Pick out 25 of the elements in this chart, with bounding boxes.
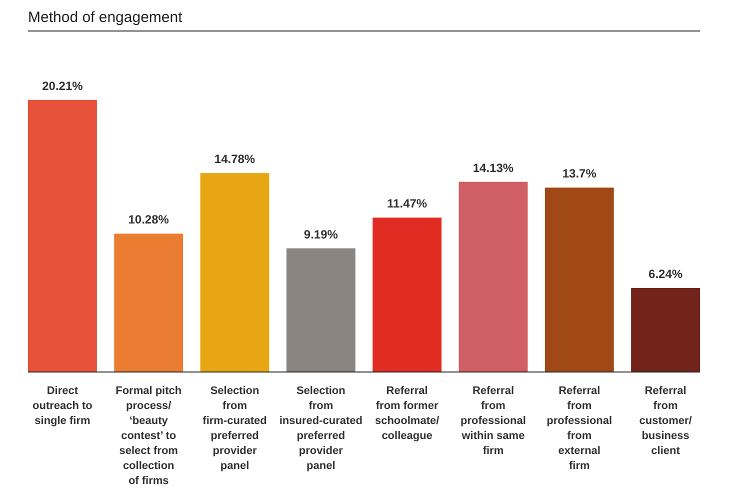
bar	[286, 248, 356, 372]
x-tick-label: Referral from former schoolmate/ colleague	[374, 385, 440, 442]
bar	[458, 182, 528, 372]
data-label: 14.78%	[214, 152, 256, 166]
bar	[372, 218, 442, 372]
x-tick-label: Referral from professional from external firm	[546, 385, 612, 472]
data-label: 20.21%	[42, 79, 84, 93]
data-label: 11.47%	[387, 196, 428, 211]
chart-title: Method of engagement	[28, 9, 184, 26]
bar	[200, 173, 270, 372]
bar	[28, 100, 97, 372]
x-tick-label: Referral from customer/ business client	[639, 385, 692, 457]
data-label: 6.24%	[648, 267, 683, 282]
data-label: 9.19%	[304, 227, 338, 242]
x-tick-label: Direct outreach to single firm	[32, 385, 93, 427]
x-tick-label: Selection from firm-curated preferred provider panel	[202, 385, 267, 472]
data-label: 10.28%	[128, 212, 170, 227]
x-tick-label: Referral from professional within same firm	[460, 385, 526, 457]
bar	[631, 288, 700, 372]
x-tick-label: Formal pitch process/ ‘beauty contest’ to select from collection of firms	[116, 385, 182, 487]
bar	[114, 234, 184, 372]
data-label: 14.13%	[472, 160, 514, 175]
data-label: 13.7%	[562, 166, 597, 181]
x-tick-label: Selection from insured-curated preferred provider panel	[279, 385, 362, 472]
bar	[544, 188, 614, 372]
